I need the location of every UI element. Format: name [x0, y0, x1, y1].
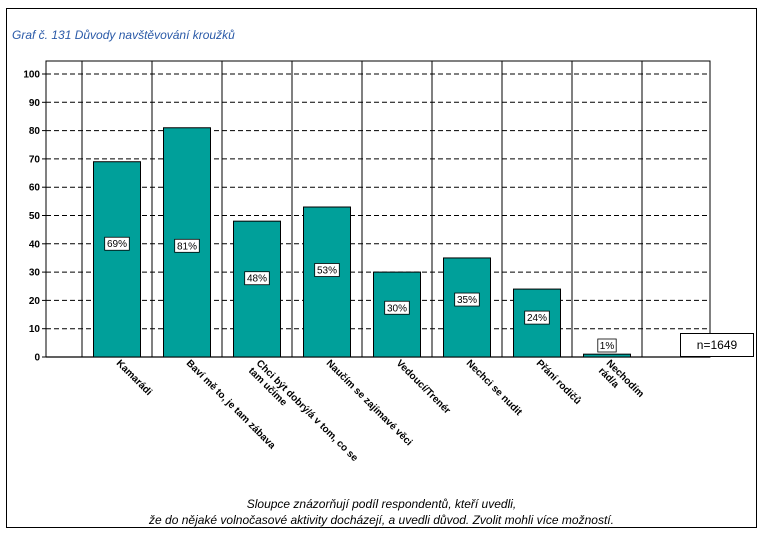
y-tick-label: 80: [29, 126, 41, 137]
x-tick-label-7: Přání rodičů: [534, 357, 584, 407]
bar-3: [233, 220, 281, 358]
y-tick-label: 50: [29, 211, 41, 222]
data-label-box: [454, 292, 480, 307]
chart-title: Graf č. 131 Důvody navštěvování kroužků: [12, 28, 235, 42]
data-label: 35%: [454, 292, 480, 307]
bar-1: [93, 161, 141, 358]
data-label: 69%: [104, 236, 130, 251]
x-tick-label-line: Přání rodičů: [534, 357, 584, 407]
data-label-box: [104, 236, 130, 251]
data-label-text: 24%: [527, 313, 547, 324]
y-tick-label: 100: [23, 70, 40, 81]
data-label: 81%: [174, 238, 200, 253]
data-label-text: 30%: [387, 303, 407, 314]
x-tick-label-line: Kamarádi: [114, 358, 154, 398]
x-tick-label-line: Nechci se nudit: [464, 358, 525, 419]
data-label: 24%: [524, 310, 550, 325]
y-tick-label: 0: [34, 353, 40, 364]
bar-4: [303, 206, 351, 358]
caption-line-2: že do nějaké volnočasové aktivity docház…: [149, 513, 614, 527]
data-label: 53%: [314, 263, 340, 277]
bar-8: [583, 353, 631, 358]
data-label-box: [244, 271, 270, 286]
x-tick-label-1: Kamarádi: [114, 358, 154, 398]
data-label-text: 35%: [457, 295, 477, 306]
data-label-text: 69%: [107, 239, 127, 250]
data-label: 30%: [384, 300, 410, 315]
x-tick-label-5: Vedoucí/Trenér: [394, 358, 453, 417]
data-label-box: [524, 310, 550, 325]
y-tick-label: 60: [29, 183, 41, 194]
data-label-box: [597, 338, 617, 353]
data-label-text: 81%: [177, 241, 197, 252]
sample-size-box: n=1649: [680, 333, 754, 357]
y-tick-label: 30: [29, 268, 41, 279]
data-label: 1%: [597, 338, 617, 353]
data-label-box: [174, 238, 200, 253]
data-label-text: 53%: [317, 266, 337, 277]
x-tick-label-6: Nechci se nudit: [464, 358, 525, 419]
y-tick-label: 40: [29, 239, 41, 250]
y-tick-label: 70: [29, 154, 41, 165]
caption-line-1: Sloupce znázorňují podíl respondentů, kt…: [246, 497, 517, 511]
data-label-text: 1%: [600, 341, 615, 352]
data-label-text: 48%: [247, 274, 267, 285]
y-tick-label: 90: [29, 98, 41, 109]
chart-frame: [6, 8, 757, 528]
data-label-box: [314, 263, 340, 277]
bar-6: [443, 257, 491, 358]
data-label: 48%: [244, 271, 270, 286]
x-tick-label-line: Vedoucí/Trenér: [394, 358, 453, 417]
y-tick-label: 20: [29, 296, 41, 307]
data-label-box: [384, 300, 410, 315]
y-tick-label: 10: [29, 324, 41, 335]
